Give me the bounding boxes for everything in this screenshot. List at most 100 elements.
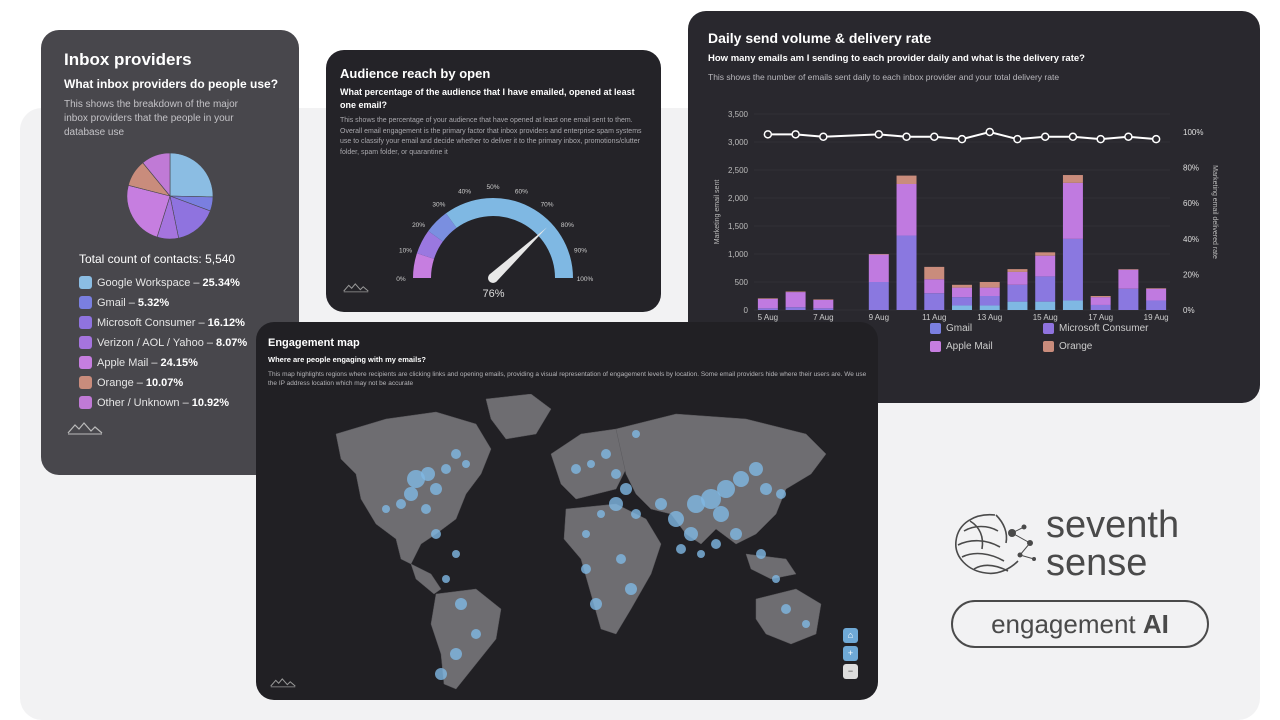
engagement-bubble[interactable] bbox=[582, 530, 590, 538]
inbox-subtitle: What inbox providers do people use? bbox=[64, 77, 279, 91]
engagement-bubble[interactable] bbox=[431, 529, 441, 539]
gauge-band-mid-low bbox=[416, 230, 443, 259]
engagement-bubble[interactable] bbox=[655, 498, 667, 510]
engagement-bubble[interactable] bbox=[590, 598, 602, 610]
gauge-value: 76% bbox=[482, 288, 505, 300]
daily-legend-item[interactable]: Microsoft Consumer bbox=[1043, 323, 1148, 334]
bar-segment bbox=[1035, 252, 1056, 256]
engagement-bubble[interactable] bbox=[760, 483, 772, 495]
engagement-bubble[interactable] bbox=[450, 648, 462, 660]
engagement-bubble[interactable] bbox=[442, 575, 450, 583]
engagement-bubble[interactable] bbox=[421, 504, 431, 514]
engagement-bubble[interactable] bbox=[697, 550, 705, 558]
delivery-rate-line bbox=[767, 130, 1157, 141]
engagement-bubble[interactable] bbox=[382, 505, 390, 513]
gauge-tick-label: 40% bbox=[458, 189, 471, 196]
bar-segment bbox=[1090, 296, 1111, 298]
provider-name: Verizon / AOL / Yahoo bbox=[97, 336, 204, 349]
engagement-bubble[interactable] bbox=[776, 489, 786, 499]
bar-segment bbox=[1118, 269, 1139, 270]
engagement-bubble[interactable] bbox=[756, 549, 766, 559]
engagement-bubble[interactable] bbox=[701, 489, 721, 509]
bar-segment bbox=[979, 305, 1000, 310]
engagement-bubble[interactable] bbox=[616, 554, 626, 564]
gauge-tick-label: 80% bbox=[561, 222, 574, 229]
engagement-bubble[interactable] bbox=[713, 506, 729, 522]
engagement-bubble[interactable] bbox=[730, 528, 742, 540]
daily-legend-item[interactable]: Apple Mail bbox=[930, 341, 993, 352]
y2-tick-label: 60% bbox=[1183, 199, 1199, 208]
delivery-rate-point bbox=[763, 130, 773, 139]
engagement-bubble[interactable] bbox=[687, 495, 705, 513]
engagement-bubble[interactable] bbox=[676, 544, 686, 554]
engagement-bubble[interactable] bbox=[601, 449, 611, 459]
y-tick-label: 2,500 bbox=[728, 166, 749, 175]
x-tick-label: 5 Aug bbox=[758, 313, 778, 322]
engagement-bubble[interactable] bbox=[733, 471, 749, 487]
delivery-rate-point bbox=[874, 130, 884, 139]
gauge-tick-label: 70% bbox=[541, 202, 554, 209]
engagement-bubble[interactable] bbox=[404, 487, 418, 501]
engagement-bubble[interactable] bbox=[632, 430, 640, 438]
engagement-bubble[interactable] bbox=[609, 497, 623, 511]
engagement-bubble[interactable] bbox=[668, 511, 684, 527]
engagement-bubble[interactable] bbox=[631, 509, 641, 519]
engagement-bubble[interactable] bbox=[587, 460, 595, 468]
engagement-bubble[interactable] bbox=[717, 480, 735, 498]
bar-segment bbox=[979, 296, 1000, 306]
engagement-bubble[interactable] bbox=[597, 510, 605, 518]
engagement-bubble[interactable] bbox=[611, 469, 621, 479]
provider-legend-item: Orange –10.07% bbox=[79, 376, 183, 389]
map-home-button[interactable]: ⌂ bbox=[843, 628, 858, 643]
engagement-bubble[interactable] bbox=[781, 604, 791, 614]
engagement-bubble[interactable] bbox=[430, 483, 442, 495]
engagement-bubble[interactable] bbox=[749, 462, 763, 476]
world-map[interactable] bbox=[316, 394, 836, 694]
daily-subtitle: How many emails am I sending to each pro… bbox=[708, 53, 1085, 64]
engagement-bubble[interactable] bbox=[471, 629, 481, 639]
engagement-bubble[interactable] bbox=[396, 499, 406, 509]
engagement-bubble[interactable] bbox=[421, 467, 435, 481]
engagement-bubble[interactable] bbox=[625, 583, 637, 595]
engagement-bubble[interactable] bbox=[802, 620, 810, 628]
engagement-bubble[interactable] bbox=[711, 539, 721, 549]
bar-segment bbox=[1146, 288, 1167, 289]
audience-gauge: 0% 10% 20% 30% 40% 50% 60% 70% 80% 90% 100% bbox=[396, 184, 594, 283]
engagement-bubble[interactable] bbox=[571, 464, 581, 474]
engagement-bubble[interactable] bbox=[684, 527, 698, 541]
x-tick-label: 13 Aug bbox=[977, 313, 1002, 322]
engagement-bubble[interactable] bbox=[435, 668, 447, 680]
delivery-rate-point bbox=[1040, 132, 1050, 141]
map-zoom-in-button[interactable]: + bbox=[843, 646, 858, 661]
engagement-bubble[interactable] bbox=[772, 575, 780, 583]
engagement-bubble[interactable] bbox=[441, 464, 451, 474]
engagement-bubble[interactable] bbox=[620, 483, 632, 495]
bar-segment bbox=[1062, 300, 1083, 310]
dm-logo-icon bbox=[67, 422, 103, 435]
engagement-bubble[interactable] bbox=[451, 449, 461, 459]
engagement-bubble[interactable] bbox=[581, 564, 591, 574]
map-zoom-out-button[interactable]: − bbox=[843, 664, 858, 679]
engagement-map-card: Engagement map Where are people engaging… bbox=[256, 322, 878, 700]
delivery-rate-point bbox=[957, 134, 967, 144]
bar-segment bbox=[979, 287, 1000, 296]
bar-segment bbox=[979, 282, 1000, 288]
engagement-bubble[interactable] bbox=[462, 460, 470, 468]
bar-segment bbox=[785, 291, 806, 293]
bar-segment bbox=[757, 298, 778, 309]
legend-swatch bbox=[930, 323, 941, 334]
bar-segment bbox=[1007, 301, 1028, 310]
daily-legend-item[interactable]: Orange bbox=[1043, 341, 1092, 352]
separator: – bbox=[125, 296, 135, 309]
delivery-rate-point bbox=[930, 132, 939, 141]
inbox-pie-chart bbox=[126, 152, 214, 240]
bar-segment bbox=[813, 299, 834, 309]
daily-legend-item[interactable]: Gmail bbox=[930, 323, 972, 334]
engagement-bubble[interactable] bbox=[407, 470, 425, 488]
engagement-bubble[interactable] bbox=[452, 550, 460, 558]
engagement-bubble[interactable] bbox=[455, 598, 467, 610]
delivery-rate-point bbox=[902, 132, 911, 141]
bar-segment bbox=[1146, 288, 1167, 301]
y2-tick-label: 0% bbox=[1183, 306, 1195, 315]
bar-segment bbox=[952, 305, 972, 310]
